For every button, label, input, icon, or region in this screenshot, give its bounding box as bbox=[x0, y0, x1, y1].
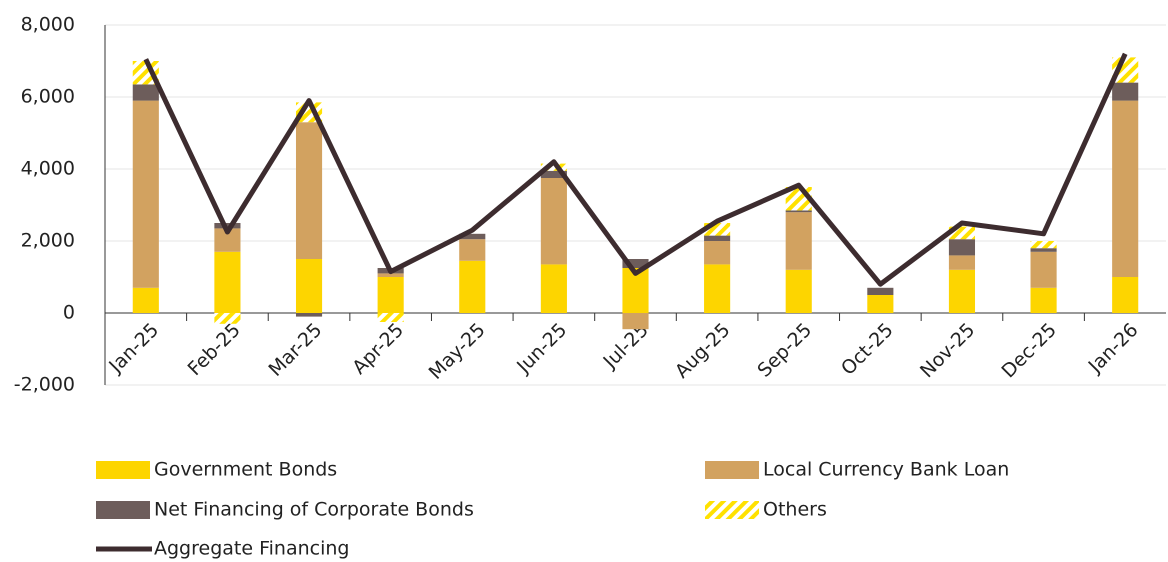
bar-segment bbox=[867, 287, 894, 295]
bar-segment bbox=[704, 241, 731, 265]
bar-segment bbox=[132, 100, 159, 288]
line-series bbox=[143, 52, 1128, 287]
legend-label: Local Currency Bank Loan bbox=[763, 459, 1009, 481]
bar-segment bbox=[540, 170, 567, 178]
bar-segment bbox=[1112, 82, 1139, 101]
bar-segment bbox=[704, 264, 731, 313]
bar-segment bbox=[704, 235, 731, 241]
x-tick-label: Mar-25 bbox=[264, 319, 326, 381]
bar-segment bbox=[785, 210, 812, 213]
y-tick-label: 6,000 bbox=[21, 86, 75, 108]
legend-swatch bbox=[96, 501, 150, 519]
bar-segment bbox=[948, 239, 976, 256]
x-tick-label: Jun-25 bbox=[512, 319, 571, 378]
bar-segment bbox=[295, 259, 323, 313]
y-tick-label: -2,000 bbox=[14, 374, 75, 396]
bar-segment bbox=[214, 228, 241, 252]
bar-segment bbox=[1030, 251, 1057, 288]
bar-segment bbox=[1112, 100, 1139, 277]
legend-swatch bbox=[705, 501, 759, 519]
y-tick-label: 8,000 bbox=[21, 14, 75, 36]
x-tick-label: Sep-25 bbox=[753, 319, 816, 382]
bar-segment bbox=[1112, 277, 1139, 313]
legend-swatch bbox=[96, 461, 150, 479]
bar-segment bbox=[377, 313, 404, 322]
x-tick-label: Oct-25 bbox=[837, 319, 898, 380]
bar-segment bbox=[377, 277, 404, 313]
bar-segment bbox=[132, 287, 159, 313]
bar-segment bbox=[295, 313, 323, 317]
bar-segment bbox=[214, 313, 241, 324]
x-tick-label: Jan-25 bbox=[104, 319, 163, 378]
bar-segment bbox=[377, 273, 404, 277]
y-tick-label: 4,000 bbox=[21, 158, 75, 180]
y-tick-label: 2,000 bbox=[21, 230, 75, 252]
bar-segment bbox=[785, 269, 812, 313]
bar-segment bbox=[1030, 241, 1057, 249]
bar-segment bbox=[459, 260, 486, 313]
bar-segment bbox=[622, 259, 649, 268]
bar-segment bbox=[214, 251, 241, 313]
legend-label: Net Financing of Corporate Bonds bbox=[154, 499, 474, 521]
bar-segment bbox=[948, 255, 976, 270]
bar-segment bbox=[1030, 287, 1057, 313]
bar-segment bbox=[295, 122, 323, 259]
bar-segment bbox=[540, 163, 567, 171]
bar-segment bbox=[540, 178, 567, 265]
x-tick-label: Jan-26 bbox=[1084, 319, 1143, 378]
bar-segment bbox=[459, 233, 486, 240]
legend-label: Aggregate Financing bbox=[154, 538, 349, 560]
bar-segment bbox=[1030, 248, 1057, 252]
bar-segment bbox=[540, 264, 567, 313]
bar-segment bbox=[948, 269, 976, 313]
x-tick-label: Dec-25 bbox=[997, 319, 1061, 383]
bar-segment bbox=[132, 84, 159, 101]
x-tick-label: Aug-25 bbox=[671, 319, 735, 383]
y-tick-label: 0 bbox=[63, 302, 75, 324]
bar-segment bbox=[867, 295, 894, 313]
legend-label: Government Bonds bbox=[154, 459, 337, 481]
bar-segment bbox=[459, 239, 486, 261]
bar-segment bbox=[785, 212, 812, 270]
bar-segment bbox=[214, 223, 241, 229]
x-tick-label: Nov-25 bbox=[916, 319, 979, 382]
legend-swatch bbox=[705, 461, 759, 479]
x-tick-label: Apr-25 bbox=[348, 319, 408, 379]
legend-label: Others bbox=[763, 499, 827, 521]
x-tick-label: May-25 bbox=[425, 319, 490, 384]
bar-segment bbox=[622, 313, 649, 330]
x-tick-label: Feb-25 bbox=[184, 319, 245, 380]
